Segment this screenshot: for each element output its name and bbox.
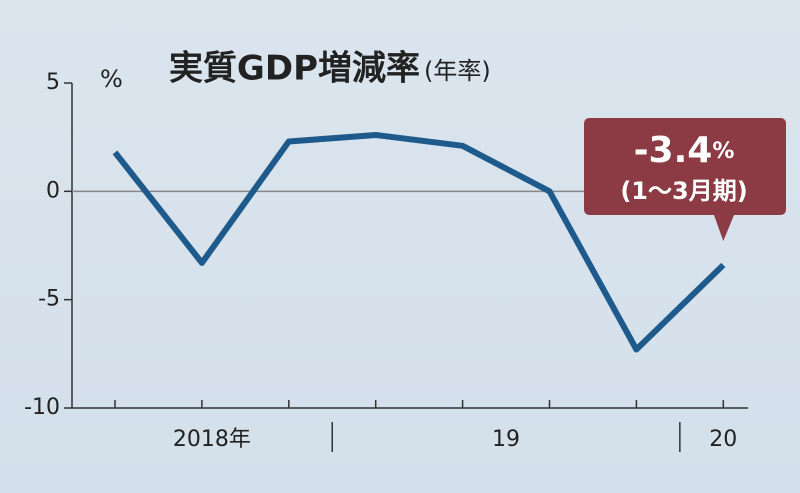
year-label: 20 — [709, 427, 737, 452]
annotation-unit: % — [712, 139, 734, 164]
y-tick-label: 5 — [46, 70, 60, 95]
line-series — [112, 132, 726, 353]
y-tick-label: 0 — [46, 178, 60, 203]
y-unit: % — [100, 65, 123, 93]
chart-title-note: (年率) — [424, 57, 491, 85]
annotation-note: (1～3月期) — [620, 177, 747, 205]
y-tick-label: -10 — [24, 395, 60, 420]
annotation-value: -3.4% — [634, 130, 735, 171]
year-label: 19 — [492, 427, 520, 452]
annotation-box — [584, 118, 786, 241]
chart-title: 実質GDP増減率 — [169, 49, 420, 89]
year-label: 2018年 — [173, 427, 251, 452]
annotation-number: -3.4 — [634, 130, 713, 171]
y-tick-label: -5 — [38, 287, 60, 312]
